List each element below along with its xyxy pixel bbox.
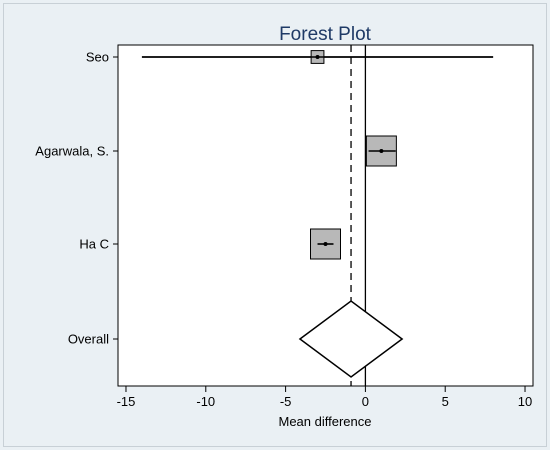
study-label-2: Agarwala, S. <box>35 144 109 159</box>
chart-title: Forest Plot <box>279 24 372 45</box>
x-tick-label-1: -15 <box>117 394 136 409</box>
study-label-1: Seo <box>86 50 109 65</box>
x-tick-label-5: 5 <box>442 394 449 409</box>
x-tick-label-6: 10 <box>518 394 532 409</box>
point-estimate-2 <box>379 149 384 153</box>
x-tick-label-3: -5 <box>280 394 292 409</box>
point-estimate-1 <box>315 55 320 59</box>
x-tick-label-4: 0 <box>362 394 369 409</box>
overall-diamond <box>298 300 404 378</box>
x-tick-label-2: -10 <box>196 394 215 409</box>
point-estimate-3 <box>323 242 328 246</box>
x-axis-title: Mean difference <box>279 414 372 429</box>
study-label-overall: Overall <box>68 332 109 347</box>
chart-marks: Seo Agarwala, S. Ha C Overall -15 -10 -5 0 5 10 <box>35 45 532 409</box>
study-label-3: Ha C <box>79 237 109 252</box>
